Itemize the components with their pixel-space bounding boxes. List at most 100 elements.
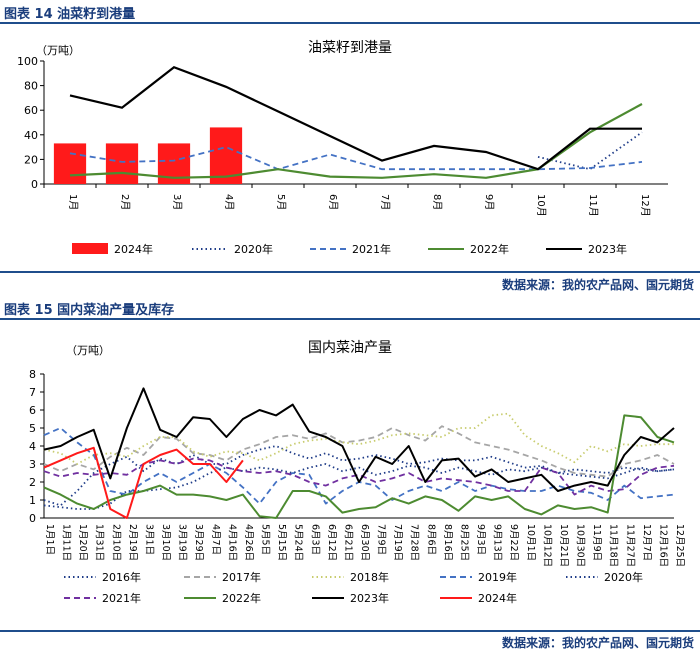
chart-title: 油菜籽到港量 bbox=[308, 40, 392, 56]
x-tick-label: 7月19日 bbox=[392, 524, 403, 561]
y-tick-label: 6 bbox=[29, 404, 36, 417]
series-line-2023年 bbox=[69, 65, 642, 171]
legend-label: 2023年 bbox=[350, 591, 389, 605]
legend-swatch bbox=[72, 243, 108, 254]
chart-title: 国内菜油产量 bbox=[308, 340, 392, 356]
figure-label-2: 图表 15 国内菜油产量及库存 bbox=[4, 303, 175, 318]
y-tick-label: 0 bbox=[31, 178, 38, 191]
x-tick-label: 12月7日 bbox=[641, 524, 652, 561]
x-tick-label: 12月25日 bbox=[674, 524, 685, 567]
legend-label: 2024年 bbox=[114, 242, 153, 256]
figure-label-1: 图表 14 油菜籽到港量 bbox=[4, 7, 136, 22]
chart-rapeseed-arrivals: 油菜籽到港量 （万吨） 0 20 40 60 80 100 1月 2月 3月 4月 5月 6月 7月 8月 9月… bbox=[17, 40, 668, 256]
legend-label: 2021年 bbox=[102, 591, 141, 605]
y-tick-label: 4 bbox=[29, 440, 36, 453]
x-tick-label: 4月16日 bbox=[226, 524, 237, 561]
legend-label: 2019年 bbox=[478, 570, 517, 584]
x-tick-label: 5月24日 bbox=[293, 524, 304, 561]
figure-divider-3 bbox=[0, 318, 700, 320]
x-tick-label: 1月11日 bbox=[61, 524, 72, 561]
bar-2024 bbox=[105, 143, 139, 184]
x-tick-label: 12月 bbox=[639, 194, 651, 217]
x-tick-label: 8月6日 bbox=[425, 524, 436, 555]
legend-label: 2017年 bbox=[222, 570, 261, 584]
series-line-2022年 bbox=[43, 414, 675, 519]
y-tick-label: 100 bbox=[17, 55, 38, 68]
y-tick-label: 3 bbox=[29, 458, 36, 471]
figure-header-2: 图表 15 国内菜油产量及库存 bbox=[0, 296, 700, 318]
series-line-2020年 bbox=[43, 463, 675, 510]
y-tick-label: 7 bbox=[29, 386, 36, 399]
x-tick-label: 9月 bbox=[483, 194, 495, 210]
series-line-2024年 bbox=[43, 446, 244, 519]
source-note-1: 数据来源：我的农产品网、国元期货 bbox=[501, 278, 694, 292]
x-tick-label: 9月13日 bbox=[492, 524, 503, 561]
series-line-2023年 bbox=[43, 387, 675, 492]
x-tick-label: 6月30日 bbox=[359, 524, 370, 561]
x-tick-label: 10月12日 bbox=[541, 524, 552, 567]
y-tick-label: 0 bbox=[29, 512, 36, 525]
chart-rapeseed-oil-production: 国内菜油产量 （万吨） 0 1 2 3 4 5 6 7 8 1月1日 1月11日 1月20日 1月31日 2月… bbox=[29, 340, 685, 605]
x-tick-label: 10月21日 bbox=[558, 524, 569, 567]
figure-divider-1 bbox=[0, 22, 700, 24]
figure-divider-4 bbox=[0, 630, 700, 632]
x-tick-label: 6月12日 bbox=[326, 524, 337, 561]
x-tick-label: 8月25日 bbox=[458, 524, 469, 561]
y-tick-label: 80 bbox=[24, 80, 38, 93]
x-tick-label: 2月10日 bbox=[110, 524, 121, 561]
legend-label: 2016年 bbox=[102, 570, 141, 584]
legend-label: 2020年 bbox=[234, 242, 273, 256]
legend-label: 2021年 bbox=[352, 242, 391, 256]
x-tick-label: 5月 bbox=[275, 194, 287, 210]
x-tick-label: 3月29日 bbox=[193, 524, 204, 561]
series-line-2016年 bbox=[43, 445, 675, 507]
legend-label: 2020年 bbox=[604, 570, 643, 584]
legend-label: 2023年 bbox=[588, 242, 627, 256]
x-tick-label: 9月3日 bbox=[475, 524, 486, 555]
x-tick-label: 10月30日 bbox=[575, 524, 586, 567]
x-tick-label: 6月21日 bbox=[342, 524, 353, 561]
series-line-2021年 bbox=[43, 457, 675, 496]
x-tick-label: 4月26日 bbox=[243, 524, 254, 561]
x-tick-label: 11月18日 bbox=[608, 524, 619, 567]
y-tick-label: 8 bbox=[29, 368, 36, 381]
x-tick-label: 5月15日 bbox=[276, 524, 287, 561]
x-tick-label: 3月 bbox=[171, 194, 183, 210]
x-tick-label: 7月28日 bbox=[409, 524, 420, 561]
y-axis-label: （万吨） bbox=[66, 344, 110, 357]
x-tick-label: 7月 bbox=[379, 194, 391, 210]
series-line-2017年 bbox=[43, 425, 675, 478]
x-tick-label: 8月 bbox=[431, 194, 443, 210]
y-tick-label: 40 bbox=[24, 129, 38, 142]
x-tick-label: 9月22日 bbox=[508, 524, 519, 561]
x-tick-label: 2月 bbox=[119, 194, 131, 210]
series-line-2018年 bbox=[43, 412, 674, 465]
bar-2024 bbox=[53, 143, 87, 184]
x-tick-label: 6月 bbox=[327, 194, 339, 210]
series-line-2020年 bbox=[537, 131, 643, 171]
y-tick-label: 2 bbox=[29, 476, 36, 489]
legend-label: 2022年 bbox=[222, 591, 261, 605]
series-line-2021年 bbox=[69, 146, 643, 171]
y-tick-label: 20 bbox=[24, 153, 38, 166]
legend-label: 2018年 bbox=[350, 570, 389, 584]
series-line-2022年 bbox=[69, 103, 643, 179]
x-tick-label: 6月3日 bbox=[309, 524, 320, 555]
x-tick-label: 10月1日 bbox=[525, 524, 536, 561]
x-tick-label: 3月19日 bbox=[177, 524, 188, 561]
x-tick-label: 11月 bbox=[587, 194, 599, 217]
figure-header-1: 图表 14 油菜籽到港量 bbox=[0, 0, 700, 22]
x-tick-label: 1月31日 bbox=[94, 524, 105, 561]
x-tick-label: 5月5日 bbox=[260, 524, 271, 555]
x-tick-label: 4月7日 bbox=[210, 524, 221, 555]
legend-label: 2022年 bbox=[470, 242, 509, 256]
x-tick-label: 10月 bbox=[535, 194, 547, 217]
x-tick-label: 3月1日 bbox=[143, 524, 154, 555]
x-tick-label: 8月16日 bbox=[442, 524, 453, 561]
y-tick-label: 60 bbox=[24, 104, 38, 117]
x-tick-label: 3月10日 bbox=[160, 524, 171, 561]
y-axis-label: （万吨） bbox=[36, 44, 80, 57]
x-tick-label: 11月27日 bbox=[624, 524, 635, 567]
x-tick-label: 1月 bbox=[67, 194, 79, 210]
figure-divider-2 bbox=[0, 271, 700, 273]
